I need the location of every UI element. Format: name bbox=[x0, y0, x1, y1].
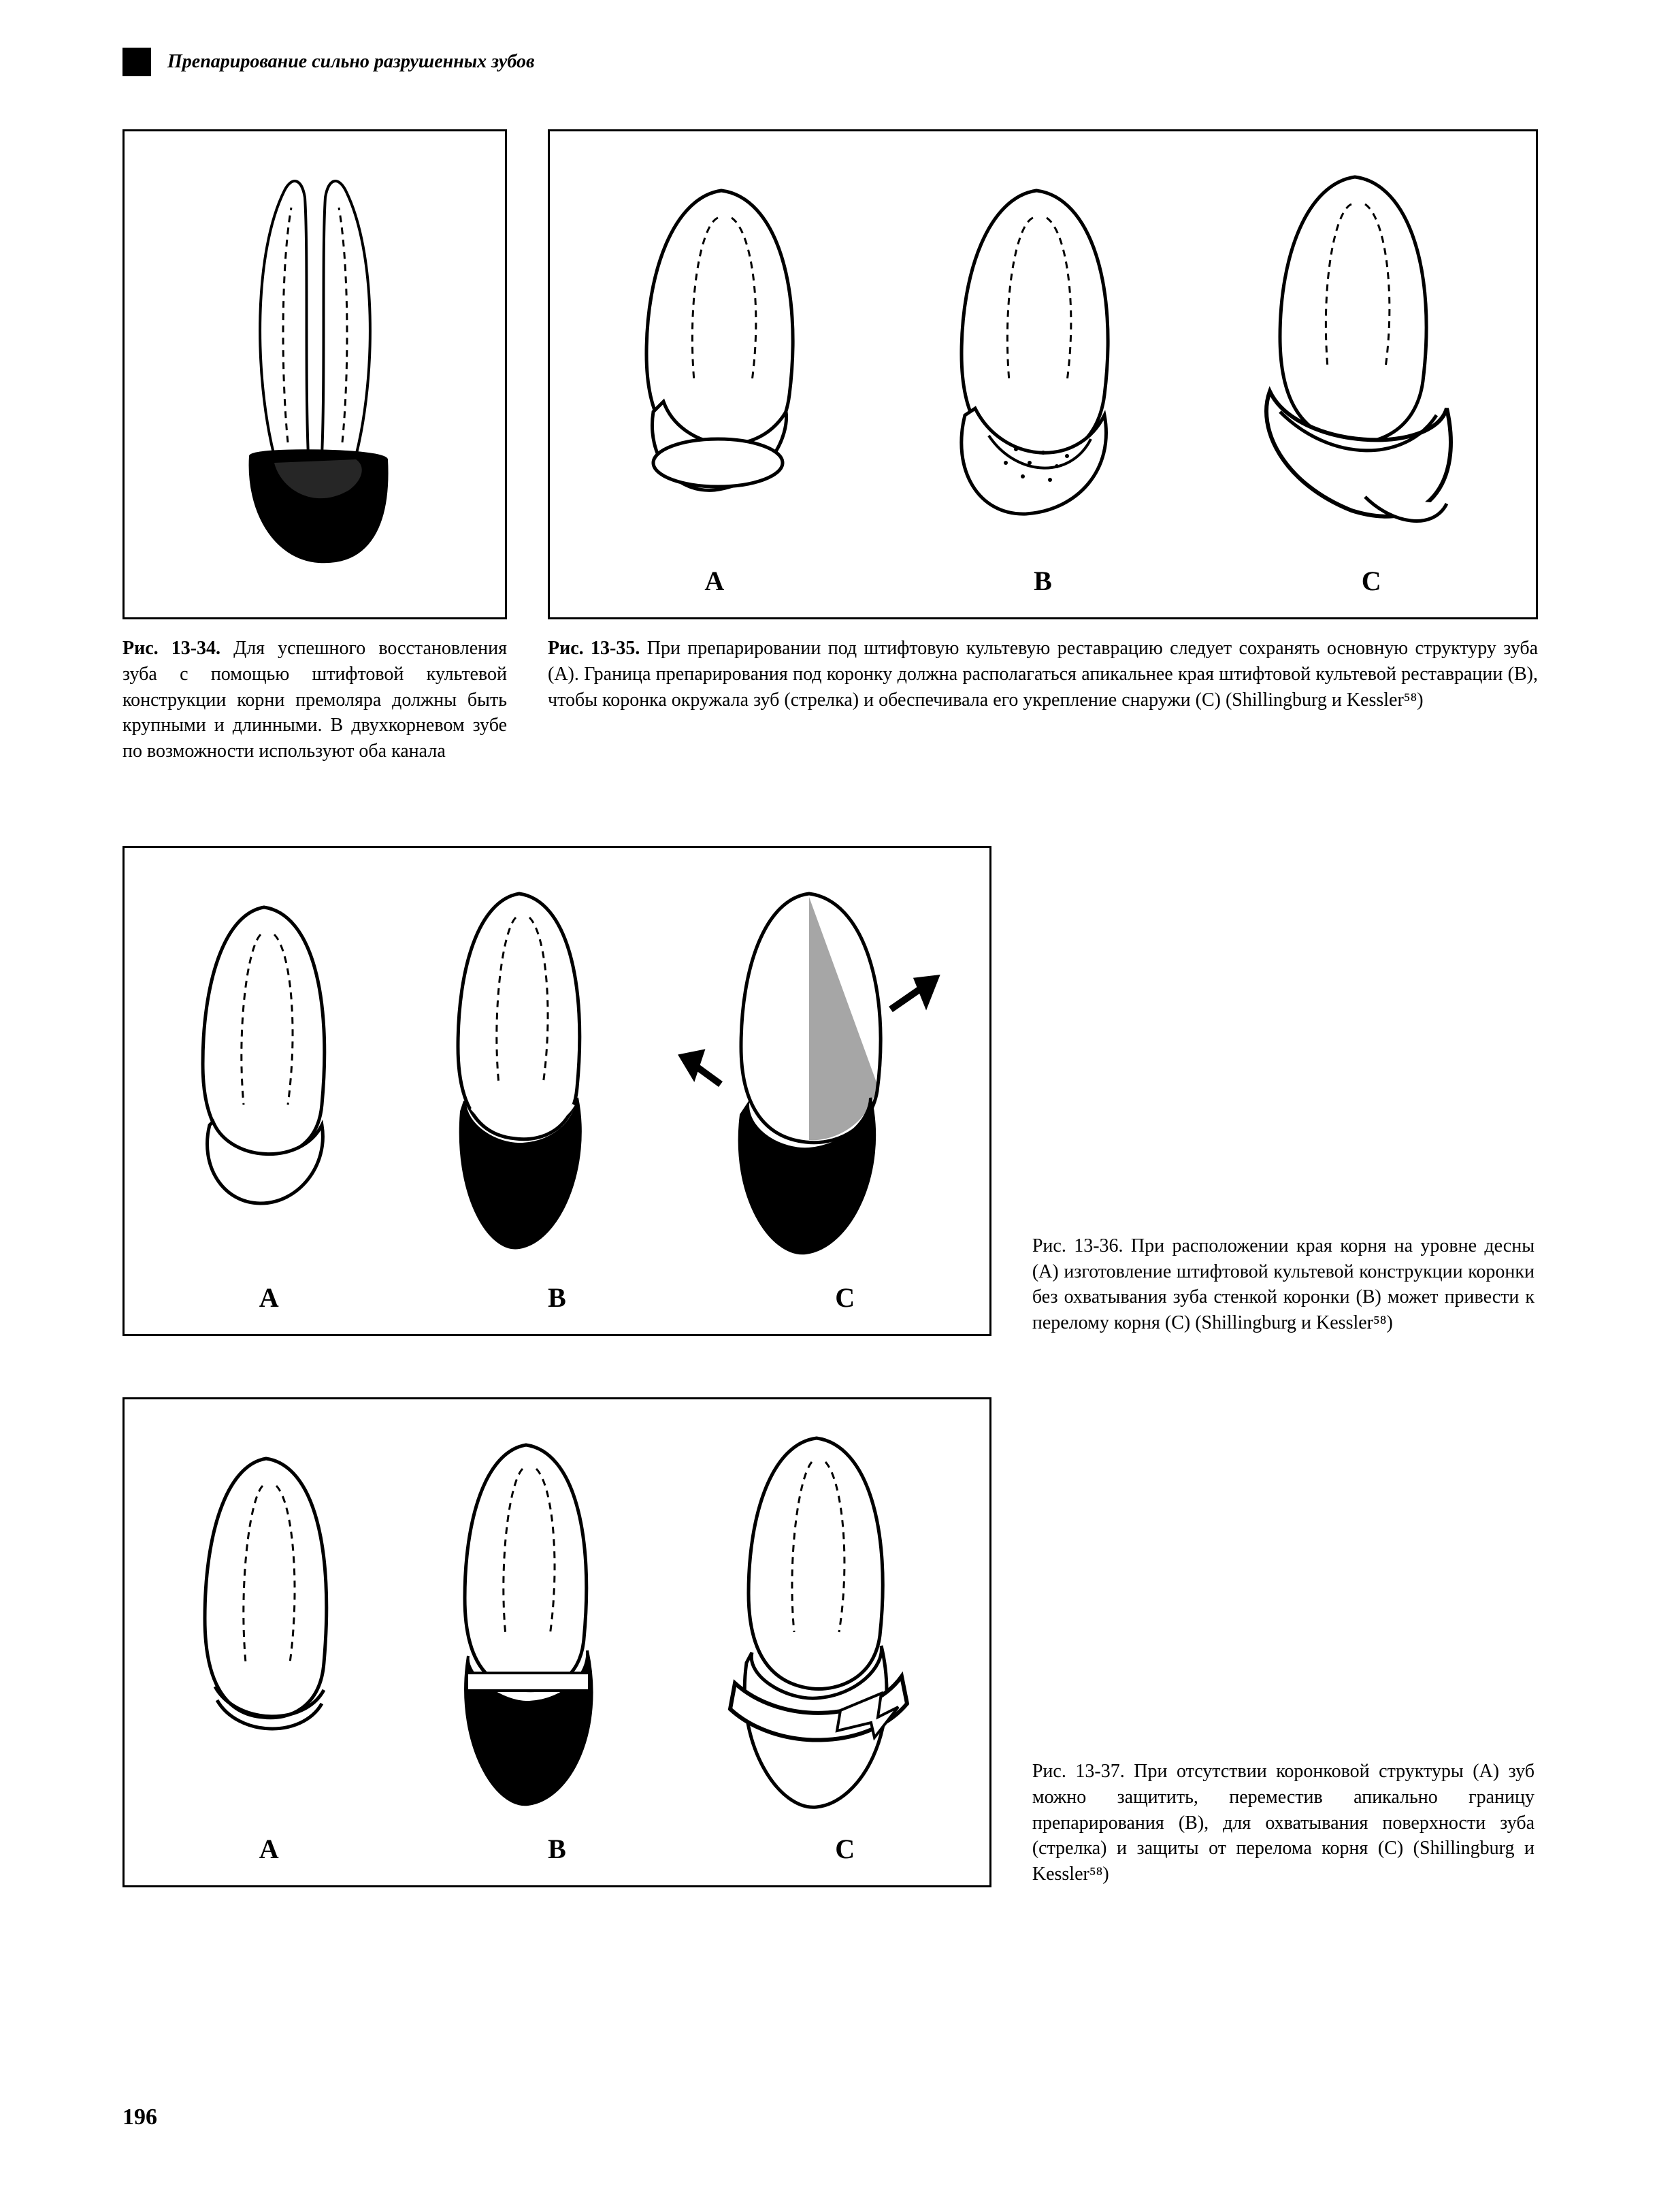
figure-13-35-caption: Рис. 13-35. При препарировании под штифт… bbox=[548, 636, 1538, 713]
figure-13-35-box: A B C bbox=[548, 129, 1538, 619]
figure-13-35-column: A B C Рис. 13-35. При препарировании под… bbox=[548, 129, 1538, 764]
figure-13-35-label: Рис. 13-35. bbox=[548, 638, 640, 659]
figure-13-34-column: Рис. 13-34. Для успешного восстановления… bbox=[122, 129, 507, 764]
figure-13-35-panel-b bbox=[914, 177, 1159, 531]
figure-row-1: Рис. 13-34. Для успешного восстановления… bbox=[122, 129, 1535, 764]
figure-13-34-illustration bbox=[172, 170, 458, 579]
figure-13-36-box: A B C bbox=[122, 846, 991, 1336]
figure-13-36-panel-c bbox=[673, 880, 959, 1261]
figure-row-2: A B C Рис. 13-36. При расположении края … bbox=[122, 846, 1535, 1336]
figure-13-36-panel-labels: A B C bbox=[125, 1282, 989, 1314]
figure-13-37-label: Рис. 13-37. bbox=[1032, 1761, 1125, 1782]
chapter-running-title: Препарирование сильно разрушенных зубов bbox=[167, 51, 534, 73]
figure-13-34-box bbox=[122, 129, 507, 619]
figure-13-36-caption: Рис. 13-36. При расположении края корня … bbox=[1032, 1233, 1535, 1336]
figure-13-36-label: Рис. 13-36. bbox=[1032, 1235, 1123, 1256]
panel-label-b: B bbox=[1034, 565, 1052, 597]
panel-label-a: A bbox=[704, 565, 724, 597]
page-content: Рис. 13-34. Для успешного восстановления… bbox=[122, 129, 1535, 1949]
figure-13-36-panels bbox=[125, 848, 989, 1334]
figure-13-37-panel-labels: A B C bbox=[125, 1833, 989, 1865]
panel-label-b: B bbox=[548, 1833, 566, 1865]
figure-row-3: A B C Рис. 13-37. При отсутствии коронко… bbox=[122, 1397, 1535, 1887]
figure-13-35-text: При препарировании под штифтовую культев… bbox=[548, 638, 1538, 711]
page-number: 196 bbox=[122, 2104, 157, 2130]
panel-label-a: A bbox=[259, 1833, 279, 1865]
figure-13-37-box: A B C bbox=[122, 1397, 991, 1887]
panel-label-a: A bbox=[259, 1282, 279, 1314]
figure-13-34-caption: Рис. 13-34. Для успешного восстановления… bbox=[122, 636, 507, 764]
figure-13-35-panel-labels: A B C bbox=[550, 565, 1536, 597]
figure-13-37-panel-b bbox=[414, 1431, 645, 1812]
header-ornament-square bbox=[122, 48, 151, 76]
figure-13-37-panel-c bbox=[684, 1425, 956, 1819]
figure-13-36-panel-a bbox=[155, 894, 373, 1248]
panel-label-c: C bbox=[1362, 565, 1381, 597]
page-header: Препарирование сильно разрушенных зубов bbox=[122, 48, 1535, 76]
figure-13-37-panel-a bbox=[157, 1445, 375, 1799]
figure-13-35-panel-a bbox=[599, 177, 844, 531]
figure-13-37-caption: Рис. 13-37. При отсутствии коронковой ст… bbox=[1032, 1759, 1535, 1887]
figure-13-35-panel-c bbox=[1229, 163, 1488, 544]
panel-label-b: B bbox=[548, 1282, 566, 1314]
figure-13-35-panels bbox=[550, 131, 1536, 617]
figure-13-36-panel-b bbox=[407, 880, 638, 1261]
figure-13-37-panels bbox=[125, 1399, 989, 1885]
figure-13-34-label: Рис. 13-34. bbox=[122, 638, 220, 659]
panel-label-c: C bbox=[835, 1833, 855, 1865]
panel-label-c: C bbox=[835, 1282, 855, 1314]
